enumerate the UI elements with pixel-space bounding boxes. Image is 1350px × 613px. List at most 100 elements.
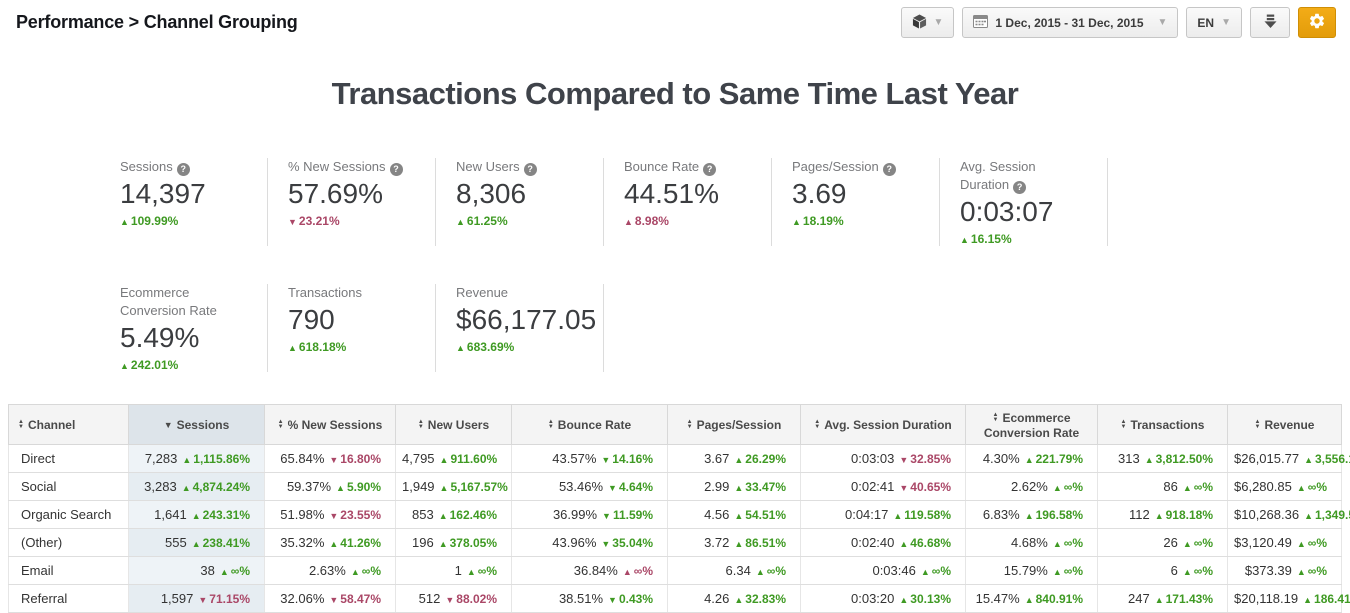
column-header-revenue[interactable]: ▲ ▼ Revenue bbox=[1227, 404, 1342, 445]
column-header-sessions[interactable]: ▼ Sessions bbox=[128, 404, 265, 445]
table-row: (Other) 555 ▲ 238.41% 35.32% ▲ 41.26% 196 ▲ 378.0… bbox=[8, 528, 1342, 557]
cell-value: 7,283 bbox=[144, 451, 178, 466]
trend-arrow-icon: ▲ bbox=[960, 235, 969, 245]
kpi-value: 57.69% bbox=[288, 178, 383, 209]
cell-value: $26,015.77 bbox=[1234, 451, 1300, 466]
cell-value: 15.79% bbox=[1003, 563, 1048, 578]
cell-value: 3.72 bbox=[704, 535, 730, 550]
date-range-picker[interactable]: 1 Dec, 2015 - 31 Dec, 2015 ▼ bbox=[962, 7, 1179, 38]
cell-value: 0:02:40 bbox=[851, 535, 895, 550]
cell-value: 0:04:17 bbox=[844, 507, 889, 522]
language-label: EN bbox=[1197, 15, 1215, 30]
column-header-new-sessions-pct[interactable]: ▲ ▼% New Sessions bbox=[264, 404, 396, 445]
help-icon[interactable]: ? bbox=[703, 163, 717, 176]
top-bar: Performance > Channel Grouping ▼ bbox=[0, 0, 1350, 42]
trend-arrow-icon: ▲ bbox=[1154, 595, 1164, 605]
help-icon[interactable]: ? bbox=[882, 163, 896, 176]
segment-selector-button[interactable]: ▼ bbox=[900, 7, 955, 38]
trend-arrow-icon: ▼ bbox=[608, 595, 617, 605]
language-selector[interactable]: EN ▼ bbox=[1186, 7, 1242, 38]
column-header-new-users[interactable]: ▲ ▼ New Users bbox=[395, 404, 512, 445]
cell-delta: ▲ ∞% bbox=[350, 564, 381, 578]
metric-cell: 1 ▲ ∞% bbox=[395, 556, 512, 585]
trend-arrow-icon: ▲ bbox=[438, 539, 448, 549]
cell-delta: ▲ 86.51% bbox=[734, 536, 786, 550]
metric-cell: 313 ▲ 3,812.50% bbox=[1097, 444, 1228, 473]
download-button[interactable] bbox=[1250, 7, 1290, 38]
column-label: % New Sessions bbox=[287, 417, 383, 432]
trend-arrow-icon: ▲ bbox=[1304, 511, 1313, 521]
column-header-channel[interactable]: ▲ ▼ Channel bbox=[8, 404, 129, 445]
channel-cell: (Other) bbox=[8, 528, 129, 557]
metric-cell: 86 ▲ ∞% bbox=[1097, 472, 1228, 501]
cell-delta: ▲ 32.83% bbox=[734, 592, 786, 606]
metric-cell: 0:03:46 ▲ ∞% bbox=[800, 556, 966, 585]
kpi-delta: ▼ 23.21% bbox=[288, 214, 340, 228]
help-icon[interactable]: ? bbox=[1013, 181, 1027, 194]
metric-cell: 4.68% ▲ ∞% bbox=[965, 528, 1098, 557]
cell-delta: ▲ 3,812.50% bbox=[1144, 452, 1213, 466]
metric-cell: 853 ▲ 162.46% bbox=[395, 500, 512, 529]
column-header-avg-session-duration[interactable]: ▲ ▼ Avg. Session Duration bbox=[800, 404, 966, 445]
column-label: Ecommerce Conversion Rate bbox=[983, 410, 1080, 440]
metric-cell: $10,268.36 ▲1,349.56% bbox=[1227, 500, 1350, 529]
cell-value: 59.37% bbox=[286, 479, 332, 494]
help-icon[interactable]: ? bbox=[523, 163, 537, 176]
column-header-pages-session[interactable]: ▲ ▼ Pages/Session bbox=[667, 404, 801, 445]
trend-arrow-icon: ▲ bbox=[734, 483, 744, 493]
settings-button[interactable] bbox=[1298, 7, 1336, 38]
cell-value: 4.30% bbox=[982, 451, 1020, 466]
cell-value: $373.39 bbox=[1244, 563, 1292, 578]
trend-arrow-icon: ▲ bbox=[181, 483, 191, 493]
cell-value: 65.84% bbox=[280, 451, 325, 466]
metric-cell: 3,283 ▲ 4,874.24% bbox=[128, 472, 265, 501]
cell-value: 53.46% bbox=[558, 479, 604, 494]
metric-cell: $26,015.77 ▲3,556.11% bbox=[1227, 444, 1350, 473]
cell-value: 86 bbox=[1163, 479, 1178, 494]
cell-value: 313 bbox=[1117, 451, 1140, 466]
kpi-value: 0:03:07 bbox=[960, 196, 1054, 227]
cell-delta: ▲ 119.58% bbox=[893, 508, 951, 522]
cell-delta: ▼ 58.47% bbox=[329, 592, 381, 606]
cell-value: 555 bbox=[165, 535, 187, 550]
kpi-value: 44.51% bbox=[624, 178, 719, 209]
column-label: Bounce Rate bbox=[557, 417, 632, 432]
metric-cell: $3,120.49 ▲ ∞% bbox=[1227, 528, 1342, 557]
metric-cell: 0:04:17 ▲ 119.58% bbox=[800, 500, 966, 529]
cell-delta: ▼ 4.64% bbox=[608, 480, 653, 494]
help-icon[interactable]: ? bbox=[389, 163, 403, 176]
kpi-value: 3.69 bbox=[792, 178, 847, 209]
kpi-value: 790 bbox=[288, 304, 335, 335]
download-icon bbox=[1263, 14, 1277, 32]
metric-cell: 0:02:40 ▲ 46.68% bbox=[800, 528, 966, 557]
metric-cell: 1,949 ▲ 5,167.57% bbox=[395, 472, 512, 501]
column-header-ecommerce-conversion-rate[interactable]: ▲ ▼ Ecommerce Conversion Rate bbox=[965, 404, 1098, 445]
sort-icon: ▲ ▼ bbox=[686, 418, 693, 430]
column-label: Sessions bbox=[176, 417, 230, 432]
cell-delta: ▲ ∞% bbox=[755, 564, 786, 578]
gear-icon bbox=[1308, 12, 1326, 33]
cell-value: 2.63% bbox=[308, 563, 346, 578]
kpi-section: Sessions? 14,397 ▲ 109.99% % New Sessions… bbox=[120, 158, 1350, 372]
cell-delta: ▲ 1,115.86% bbox=[182, 452, 250, 466]
cell-delta: ▲ 30.13% bbox=[899, 592, 951, 606]
metric-cell: 512 ▼ 88.02% bbox=[395, 584, 512, 613]
cell-delta: ▲ 33.47% bbox=[734, 480, 786, 494]
trend-arrow-icon: ▼ bbox=[608, 483, 617, 493]
metric-cell: 4.26 ▲ 32.83% bbox=[667, 584, 801, 613]
kpi-delta: ▲ 109.99% bbox=[120, 214, 179, 228]
column-header-bounce-rate[interactable]: ▲ ▼ Bounce Rate bbox=[511, 404, 668, 445]
cell-delta: ▼ 14.16% bbox=[601, 452, 653, 466]
column-header-transactions[interactable]: ▲ ▼ Transactions bbox=[1097, 404, 1228, 445]
metric-cell: 15.47% ▲ 840.91% bbox=[965, 584, 1098, 613]
metric-cell: 36.84% ▲ ∞% bbox=[511, 556, 668, 585]
trend-arrow-icon: ▲ bbox=[439, 455, 449, 465]
trend-arrow-icon: ▲ bbox=[1052, 567, 1062, 577]
help-icon[interactable]: ? bbox=[176, 163, 190, 176]
trend-arrow-icon: ▲ bbox=[1182, 483, 1192, 493]
cell-delta: ▲ 918.18% bbox=[1154, 508, 1213, 522]
trend-arrow-icon: ▼ bbox=[198, 595, 208, 605]
cell-delta: ▼ 23.55% bbox=[329, 508, 381, 522]
metric-cell: 53.46% ▼ 4.64% bbox=[511, 472, 668, 501]
kpi-card: New Users? 8,306 ▲ 61.25% bbox=[456, 158, 604, 246]
